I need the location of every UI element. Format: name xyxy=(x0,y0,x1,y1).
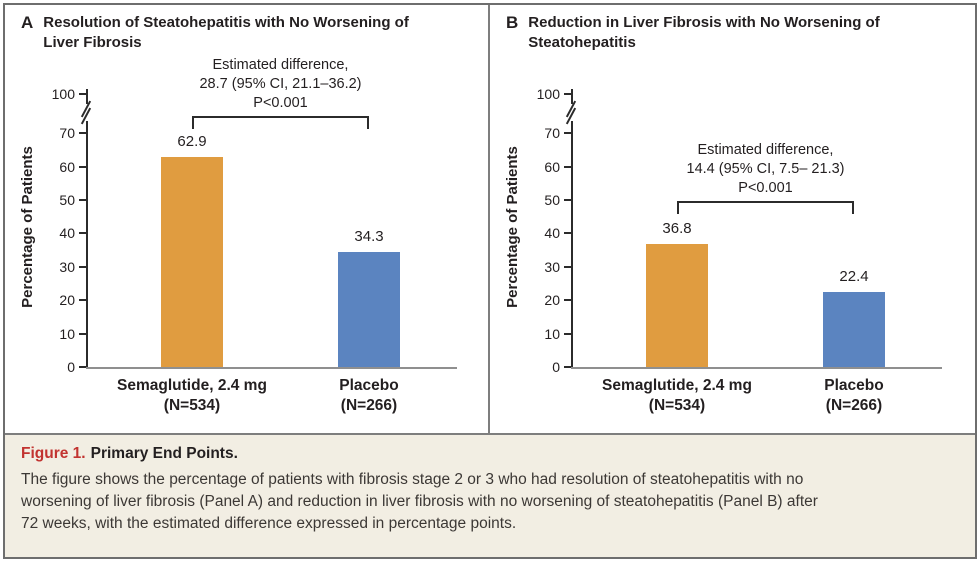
y-tick xyxy=(564,366,571,368)
y-tick xyxy=(79,165,86,168)
y-tick-label: 30 xyxy=(544,258,560,275)
y-tick-label: 60 xyxy=(59,158,75,175)
x-category-label: Placebo (N=266) xyxy=(339,377,399,414)
chart-panels: A Resolution of Steatohepatitis with No … xyxy=(5,5,975,433)
panel-b-plot: 0 10 20 30 40 50 60 70 100 36.8 Semaglutide, 2.4 m… xyxy=(490,5,975,433)
panel-title-text: Reduction in Liver Fibrosis with No Wors… xyxy=(528,13,879,53)
y-tick-label: 60 xyxy=(544,158,560,175)
panel-letter: A xyxy=(21,13,34,32)
title-line-2: Liver Fibrosis xyxy=(43,34,142,51)
y-tick xyxy=(79,232,86,235)
y-tick xyxy=(79,332,86,335)
y-tick-label: 10 xyxy=(544,325,560,342)
y-tick xyxy=(564,232,571,235)
estimated-difference-annotation: Estimated difference, 28.7 (95% CI, 21.1… xyxy=(199,57,362,111)
y-tick-label: 10 xyxy=(59,325,75,342)
title-line-2: Steatohepatitis xyxy=(528,34,636,51)
y-axis xyxy=(571,89,573,367)
bar-value-label: 36.8 xyxy=(662,220,692,238)
y-tick xyxy=(564,165,571,168)
title-line-1: Reduction in Liver Fibrosis with No Wors… xyxy=(528,14,880,31)
significance-bracket xyxy=(192,116,369,129)
caption-heading: Figure 1. Primary End Points. xyxy=(21,444,959,464)
y-tick xyxy=(564,199,571,201)
y-tick-label: 20 xyxy=(59,292,75,309)
caption-body-line: 72 weeks, with the estimated difference … xyxy=(21,515,517,532)
y-tick xyxy=(79,93,86,95)
y-tick-label: 40 xyxy=(59,225,75,242)
bar-semaglutide xyxy=(646,244,708,367)
bar-value-label: 62.9 xyxy=(177,132,207,150)
panel-title-text: Resolution of Steatohepatitis with No Wo… xyxy=(43,13,409,53)
y-tick-label: 100 xyxy=(536,86,560,102)
panel-b-title: B Reduction in Liver Fibrosis with No Wo… xyxy=(506,13,880,53)
panel-a-title: A Resolution of Steatohepatitis with No … xyxy=(21,13,409,53)
caption-title: Primary End Points. xyxy=(90,445,238,462)
y-tick-label: 70 xyxy=(544,125,560,142)
figure-number-label: Figure 1. xyxy=(21,445,86,462)
y-tick xyxy=(564,265,571,268)
bar-semaglutide xyxy=(161,156,223,367)
x-category-label: Semaglutide, 2.4 mg (N=534) xyxy=(602,377,752,414)
panel-b: B Reduction in Liver Fibrosis with No Wo… xyxy=(490,5,975,433)
caption-body-line: The figure shows the percentage of patie… xyxy=(21,471,804,488)
bar-value-label: 22.4 xyxy=(839,268,869,286)
y-tick-label: 0 xyxy=(67,359,75,375)
y-tick-label: 0 xyxy=(552,359,560,375)
y-tick-label: 50 xyxy=(59,192,75,208)
y-tick xyxy=(79,132,86,135)
figure-1: A Resolution of Steatohepatitis with No … xyxy=(3,3,977,559)
x-category-label: Placebo (N=266) xyxy=(824,377,884,414)
bar-value-label: 34.3 xyxy=(354,228,384,246)
x-category-label: Semaglutide, 2.4 mg (N=534) xyxy=(117,377,267,414)
y-axis-label: Percentage of Patients xyxy=(504,146,521,308)
y-tick xyxy=(79,366,86,368)
bar-placebo xyxy=(823,292,885,367)
y-axis xyxy=(86,89,88,367)
y-tick xyxy=(79,199,86,201)
y-tick-label: 70 xyxy=(59,125,75,142)
y-tick xyxy=(564,93,571,95)
significance-bracket xyxy=(677,201,854,214)
y-tick-label: 100 xyxy=(51,86,75,102)
y-tick-label: 30 xyxy=(59,258,75,275)
y-tick-label: 20 xyxy=(544,292,560,309)
y-tick-label: 40 xyxy=(544,225,560,242)
caption-body-line: worsening of liver fibrosis (Panel A) an… xyxy=(21,493,818,510)
x-axis xyxy=(86,367,457,369)
panel-letter: B xyxy=(506,13,519,32)
panel-a-plot: 0 10 20 30 40 50 60 70 100 62.9 Semaglutide, 2.4 m… xyxy=(5,5,488,433)
panel-a: A Resolution of Steatohepatitis with No … xyxy=(5,5,490,433)
y-tick-label: 50 xyxy=(544,192,560,208)
y-tick xyxy=(79,265,86,268)
y-tick xyxy=(564,132,571,135)
y-tick xyxy=(79,299,86,302)
y-tick xyxy=(564,299,571,302)
figure-caption: Figure 1. Primary End Points. The figure … xyxy=(5,433,975,557)
x-axis xyxy=(571,367,942,369)
bar-placebo xyxy=(338,252,400,367)
y-axis-label: Percentage of Patients xyxy=(19,146,36,308)
title-line-1: Resolution of Steatohepatitis with No Wo… xyxy=(43,14,409,31)
estimated-difference-annotation: Estimated difference, 14.4 (95% CI, 7.5–… xyxy=(686,142,845,196)
y-tick xyxy=(564,332,571,335)
